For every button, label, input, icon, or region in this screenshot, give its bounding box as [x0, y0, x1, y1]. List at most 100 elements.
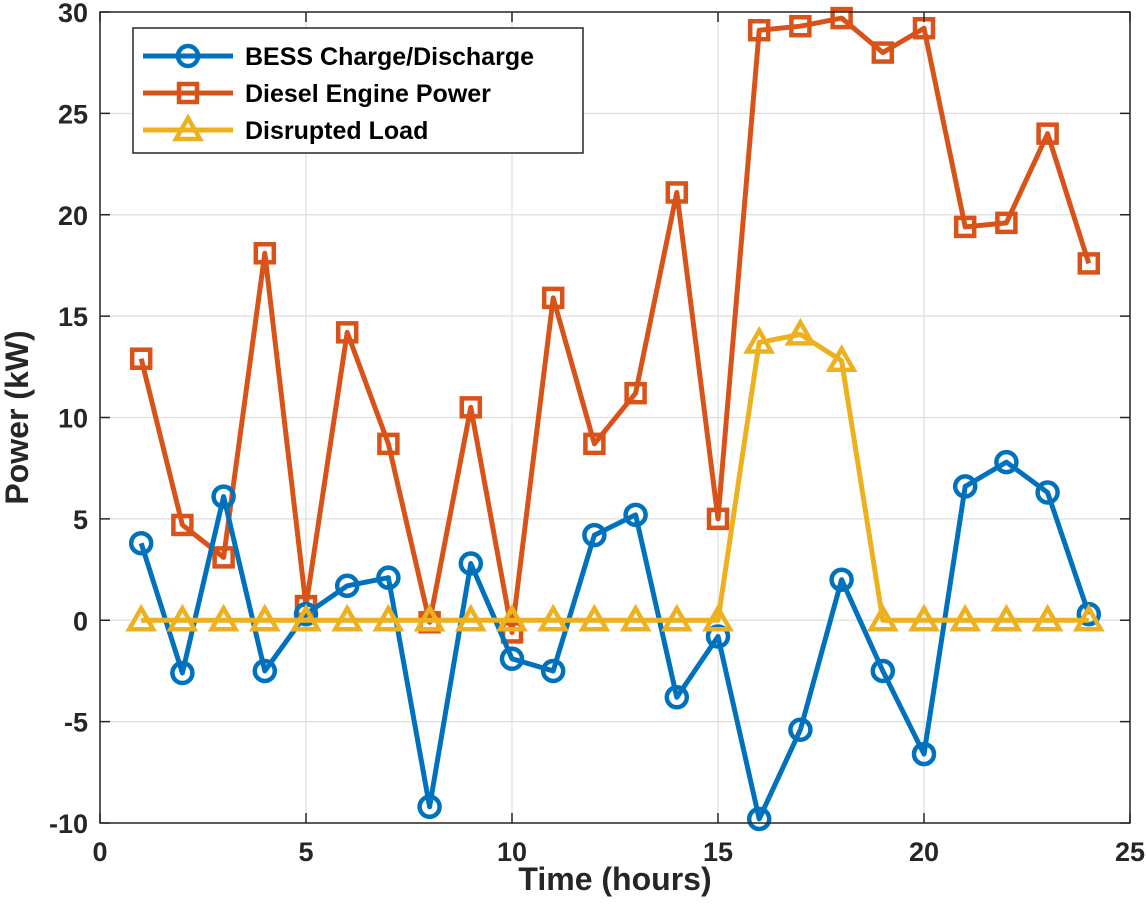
data-point-disrupted-load [949, 603, 982, 632]
data-point-disrupted-load [784, 317, 817, 346]
legend-label-diesel-engine-power: Diesel Engine Power [245, 80, 491, 108]
data-point-diesel-engine-power [706, 507, 730, 531]
y-tick-label: 30 [58, 0, 88, 28]
data-point-disrupted-load [537, 603, 570, 632]
legend-marker-diesel-engine-power [176, 81, 200, 105]
x-tick-label: 0 [92, 837, 107, 867]
data-point-disrupted-load [990, 603, 1023, 632]
data-point-bess-charge-discharge [952, 474, 978, 499]
y-axis-label: Power (kW) [0, 330, 35, 504]
x-tick-label: 25 [1115, 837, 1145, 867]
data-point-bess-charge-discharge [128, 530, 154, 556]
data-point-disrupted-load [825, 344, 858, 372]
legend-entry-diesel-engine-power: Diesel Engine Power [143, 80, 491, 108]
y-tick-label: -10 [49, 809, 88, 839]
data-point-disrupted-load [1031, 603, 1064, 632]
data-point-bess-charge-discharge [746, 806, 772, 832]
data-point-disrupted-load [372, 603, 405, 632]
x-tick-label: 5 [298, 837, 313, 867]
y-tick-label: 5 [73, 505, 88, 535]
x-tick-label: 15 [703, 837, 733, 867]
data-point-disrupted-load [125, 603, 158, 632]
data-point-bess-charge-discharge [870, 658, 896, 684]
data-point-bess-charge-discharge [211, 484, 236, 509]
data-point-disrupted-load [290, 603, 322, 632]
series-line-disrupted-load [141, 331, 1089, 623]
data-point-bess-charge-discharge [829, 567, 854, 592]
data-point-diesel-engine-power [953, 215, 977, 239]
series-layer [125, 6, 1105, 832]
data-point-disrupted-load [496, 603, 528, 632]
data-point-bess-charge-discharge [540, 658, 566, 684]
axis-ticks: 0 5 10 15 20 25 -10 -5 0 5 10 15 20 25 30 [49, 0, 1145, 867]
data-point-disrupted-load [248, 603, 281, 632]
x-tick-label: 20 [909, 837, 939, 867]
data-point-disrupted-load [619, 603, 652, 632]
data-point-disrupted-load [207, 603, 240, 632]
legend-label-bess-charge-discharge: BESS Charge/Discharge [245, 43, 534, 71]
data-point-bess-charge-discharge [252, 658, 278, 684]
data-point-diesel-engine-power [747, 18, 771, 42]
data-point-bess-charge-discharge [499, 646, 525, 672]
y-tick-label: -5 [64, 708, 88, 738]
data-point-diesel-engine-power [335, 321, 359, 344]
data-point-bess-charge-discharge [582, 522, 607, 548]
series-bess-charge-discharge [128, 449, 1102, 832]
data-point-bess-charge-discharge [788, 717, 813, 742]
data-point-disrupted-load [908, 603, 940, 632]
data-point-diesel-engine-power [1077, 252, 1101, 275]
data-point-disrupted-load [702, 603, 734, 632]
series-diesel-engine-power [129, 6, 1101, 644]
data-point-bess-charge-discharge [664, 685, 690, 710]
y-tick-label: 15 [58, 302, 88, 332]
data-point-diesel-engine-power [171, 513, 194, 537]
series-line-bess-charge-discharge [138, 459, 1092, 822]
data-point-disrupted-load [866, 603, 899, 632]
x-tick-label: 10 [497, 837, 527, 867]
data-point-bess-charge-discharge [623, 502, 648, 528]
data-point-bess-charge-discharge [458, 551, 484, 576]
data-point-bess-charge-discharge [911, 741, 937, 767]
legend-entry-bess-charge-discharge: BESS Charge/Discharge [143, 43, 534, 71]
data-point-bess-charge-discharge [376, 565, 401, 590]
y-tick-label: 20 [58, 201, 88, 231]
data-point-bess-charge-discharge [705, 624, 731, 649]
data-point-diesel-engine-power [665, 181, 689, 204]
x-axis-label: Time (hours) [518, 861, 711, 897]
legend-marker-disrupted-load [172, 113, 204, 142]
data-point-disrupted-load [454, 603, 487, 632]
data-point-diesel-engine-power [541, 286, 565, 310]
y-tick-label: 0 [73, 606, 88, 636]
data-point-disrupted-load [413, 603, 446, 632]
data-point-diesel-engine-power [459, 396, 483, 419]
data-point-diesel-engine-power [871, 41, 895, 64]
data-point-diesel-engine-power [129, 347, 153, 370]
data-point-disrupted-load [743, 325, 776, 354]
data-point-diesel-engine-power [995, 211, 1018, 235]
data-point-disrupted-load [166, 603, 199, 632]
legend: BESS Charge/Discharge Diesel Engine Power… [132, 27, 584, 154]
data-point-diesel-engine-power [624, 381, 647, 405]
series-line-diesel-engine-power [138, 15, 1092, 635]
data-point-bess-charge-discharge [1035, 480, 1060, 505]
data-point-disrupted-load [331, 603, 364, 632]
data-point-diesel-engine-power [1036, 122, 1059, 145]
y-tick-label: 10 [58, 404, 88, 434]
legend-label-disrupted-load: Disrupted Load [245, 117, 428, 145]
data-point-diesel-engine-power [212, 546, 235, 569]
data-point-diesel-engine-power [789, 14, 812, 38]
data-point-diesel-engine-power [583, 432, 606, 456]
data-point-disrupted-load [1072, 603, 1105, 632]
data-point-diesel-engine-power [377, 432, 400, 456]
data-point-diesel-engine-power [830, 6, 853, 30]
series-disrupted-load [125, 317, 1105, 632]
y-tick-label: 25 [58, 99, 88, 129]
data-point-bess-charge-discharge [170, 660, 195, 686]
legend-entry-disrupted-load: Disrupted Load [143, 113, 428, 145]
legend-marker-bess-charge-discharge [175, 43, 201, 69]
data-point-diesel-engine-power [253, 242, 277, 265]
data-point-bess-charge-discharge [417, 794, 442, 820]
data-point-bess-charge-discharge [994, 449, 1019, 475]
data-point-disrupted-load [578, 603, 611, 632]
